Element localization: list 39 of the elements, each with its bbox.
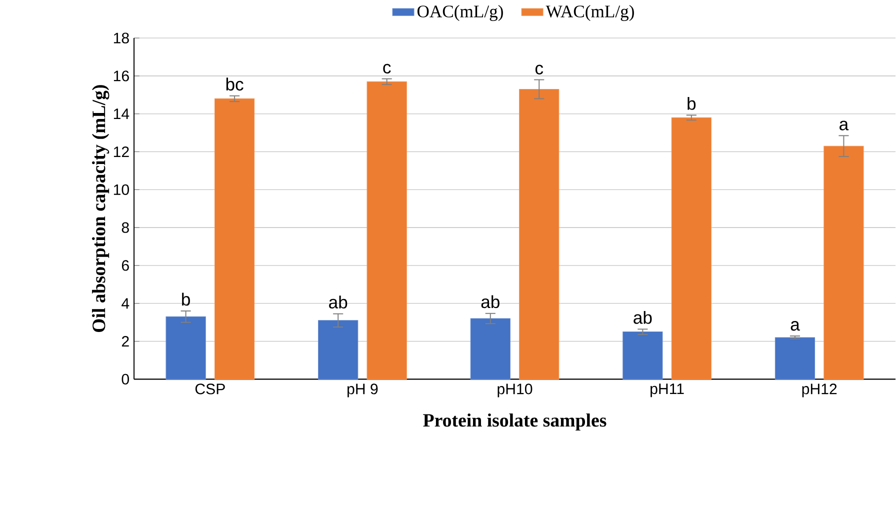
- y-tick-label: 16: [114, 70, 129, 82]
- x-tick-label: pH12: [802, 384, 837, 398]
- data-label: a: [840, 120, 849, 130]
- data-label: ab: [481, 295, 500, 308]
- x-tick-label: pH11: [650, 384, 684, 398]
- y-tick-label: 12: [114, 146, 129, 158]
- y-tick-label: 4: [122, 298, 130, 309]
- y-tick-label: 2: [122, 336, 129, 347]
- data-label: b: [182, 292, 190, 306]
- data-label: c: [535, 64, 544, 75]
- bar: [622, 332, 663, 380]
- legend-label: OAC(mL/g): [417, 5, 503, 22]
- y-axis-title: Oil absorption capacity (mL/g): [92, 85, 110, 332]
- bar: [519, 89, 560, 380]
- y-tick-label: 14: [114, 108, 130, 120]
- data-label: bc: [226, 78, 244, 91]
- y-tick-label: 0: [122, 374, 130, 385]
- y-tick-label: 8: [122, 222, 129, 233]
- y-tick-label: 6: [122, 260, 129, 271]
- data-label: a: [790, 321, 800, 331]
- y-tick-label: 10: [114, 184, 129, 196]
- bar: [774, 337, 816, 380]
- x-axis-title: Protein isolate samples: [423, 414, 606, 431]
- bar: [166, 316, 206, 380]
- x-tick-label: pH10: [498, 384, 532, 398]
- bar: [671, 117, 712, 380]
- bar: [214, 98, 255, 380]
- bar: [470, 318, 510, 380]
- x-tick-label: CSP: [195, 384, 225, 394]
- bar: [318, 320, 358, 380]
- legend-label: WAC(mL/g): [546, 5, 634, 22]
- data-label: ab: [634, 311, 652, 324]
- data-label: c: [383, 64, 391, 74]
- data-label: ab: [329, 296, 348, 309]
- data-label: b: [688, 97, 696, 110]
- bar: [824, 146, 864, 380]
- x-tick-label: pH 9: [348, 384, 378, 398]
- y-tick-label: 18: [114, 32, 129, 44]
- bar: [366, 81, 407, 380]
